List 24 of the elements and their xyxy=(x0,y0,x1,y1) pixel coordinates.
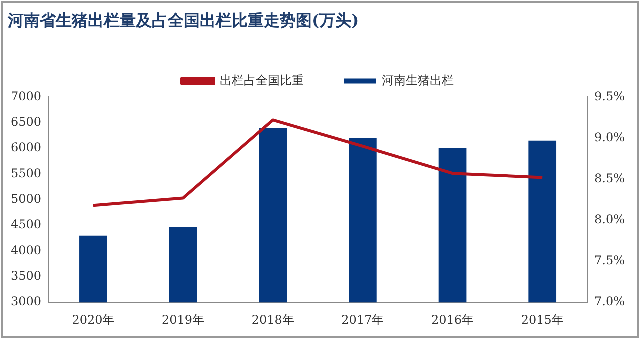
y2-tick-label: 8.5% xyxy=(594,171,626,186)
legend-label: 河南生猪出栏 xyxy=(382,73,454,88)
x-tick-label: 2017年 xyxy=(342,312,384,327)
y-tick-label: 3000 xyxy=(10,294,42,309)
y-tick-label: 6500 xyxy=(10,115,42,129)
y2-tick-label: 9.0% xyxy=(594,130,626,144)
x-tick-label: 2020年 xyxy=(72,312,115,327)
y-tick-label: 5500 xyxy=(10,166,42,180)
y2-tick-label: 9.5% xyxy=(594,89,626,104)
y-tick-label: 3500 xyxy=(10,269,42,284)
y-tick-label: 7000 xyxy=(10,89,42,104)
y2-tick-label: 7.0% xyxy=(594,294,626,309)
x-tick-label: 2019年 xyxy=(162,312,205,327)
y-tick-label: 4500 xyxy=(10,218,42,232)
y2-tick-label: 7.5% xyxy=(594,254,626,268)
y-tick-label: 5000 xyxy=(10,192,42,206)
x-tick-label: 2015年 xyxy=(521,312,564,327)
x-tick-label: 2016年 xyxy=(431,312,474,327)
y-tick-label: 4000 xyxy=(10,243,42,258)
x-tick-label: 2018年 xyxy=(252,312,294,327)
chart-title: 河南省生猪出栏量及占全国出栏比重走势图(万头) xyxy=(7,10,360,30)
y2-tick-label: 8.0% xyxy=(594,212,626,227)
legend-label: 出栏占全国比重 xyxy=(220,73,304,88)
y-tick-label: 6000 xyxy=(10,140,42,155)
